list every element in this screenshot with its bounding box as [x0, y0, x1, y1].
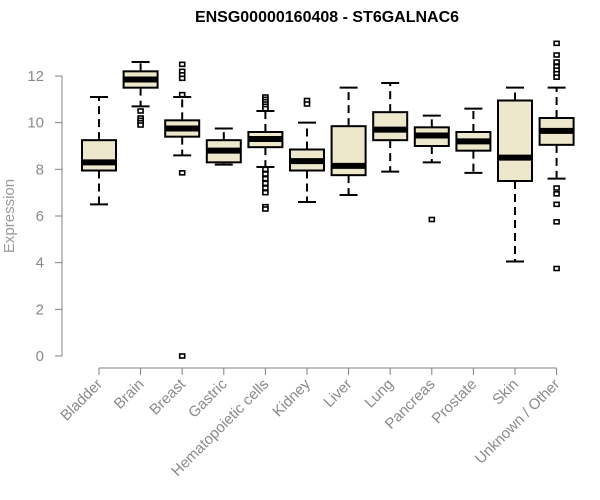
y-tick-label: 8: [36, 161, 44, 178]
y-tick-label: 2: [36, 301, 44, 318]
outlier-point: [262, 166, 269, 173]
outlier-point: [262, 206, 269, 212]
outlier-point: [178, 353, 186, 359]
y-tick-label: 6: [36, 208, 44, 225]
outlier-point: [553, 40, 560, 47]
box-lung: [372, 82, 409, 173]
boxes-group: [81, 40, 575, 359]
outlier-point: [553, 219, 560, 225]
x-tick-label: Brain: [111, 376, 148, 413]
outlier-point: [262, 189, 269, 196]
outlier-point: [553, 191, 560, 197]
outlier-point: [553, 74, 560, 80]
box-hematopoietic-cells: [247, 94, 284, 212]
outlier-point: [553, 201, 560, 208]
outlier-point: [262, 171, 269, 177]
box-iqr: [81, 139, 117, 172]
box-iqr: [497, 99, 533, 182]
outlier-point: [303, 101, 311, 107]
outlier-point: [553, 52, 560, 58]
box-gastric: [205, 127, 242, 166]
outlier-point: [553, 265, 560, 272]
outlier-point: [553, 185, 560, 191]
box-iqr: [372, 111, 409, 142]
y-tick-label: 4: [36, 255, 44, 272]
box-brain: [122, 61, 159, 128]
y-tick-label: 0: [36, 348, 44, 365]
box-pancreas: [413, 114, 450, 223]
outlier-point: [262, 105, 269, 112]
outlier-point: [137, 122, 144, 128]
x-tick-label: Lung: [361, 376, 397, 412]
y-axis-title: Expression: [1, 179, 18, 253]
box-liver: [330, 86, 367, 196]
outlier-point: [262, 180, 269, 187]
x-tick-label: Skin: [489, 376, 522, 409]
outlier-point: [262, 185, 269, 191]
x-tick-label: Breast: [146, 375, 189, 418]
box-prostate: [455, 107, 492, 174]
outlier-point: [428, 216, 436, 223]
box-kidney: [289, 97, 325, 203]
box-breast: [164, 61, 201, 359]
x-tick-label: Bladder: [57, 376, 106, 425]
y-axis: 0 2 4 6 8 10 12: [27, 68, 63, 365]
y-tick-label: 12: [27, 68, 44, 85]
box-unknown-other: [538, 40, 575, 272]
outlier-point: [137, 108, 144, 114]
chart-title: ENSG00000160408 - ST6GALNAC6: [195, 9, 459, 26]
outlier-point: [178, 75, 186, 82]
outlier-point: [262, 175, 269, 182]
outlier-point: [553, 59, 560, 65]
y-tick-label: 10: [27, 115, 44, 132]
box-bladder: [81, 96, 117, 206]
outlier-point: [178, 61, 186, 68]
outlier-point: [178, 170, 186, 176]
outlier-point: [178, 91, 186, 98]
x-tick-label: Kidney: [269, 375, 314, 420]
x-tick-label: Liver: [320, 376, 355, 411]
x-tick-label: Prostate: [429, 376, 481, 428]
box-skin: [497, 86, 533, 263]
